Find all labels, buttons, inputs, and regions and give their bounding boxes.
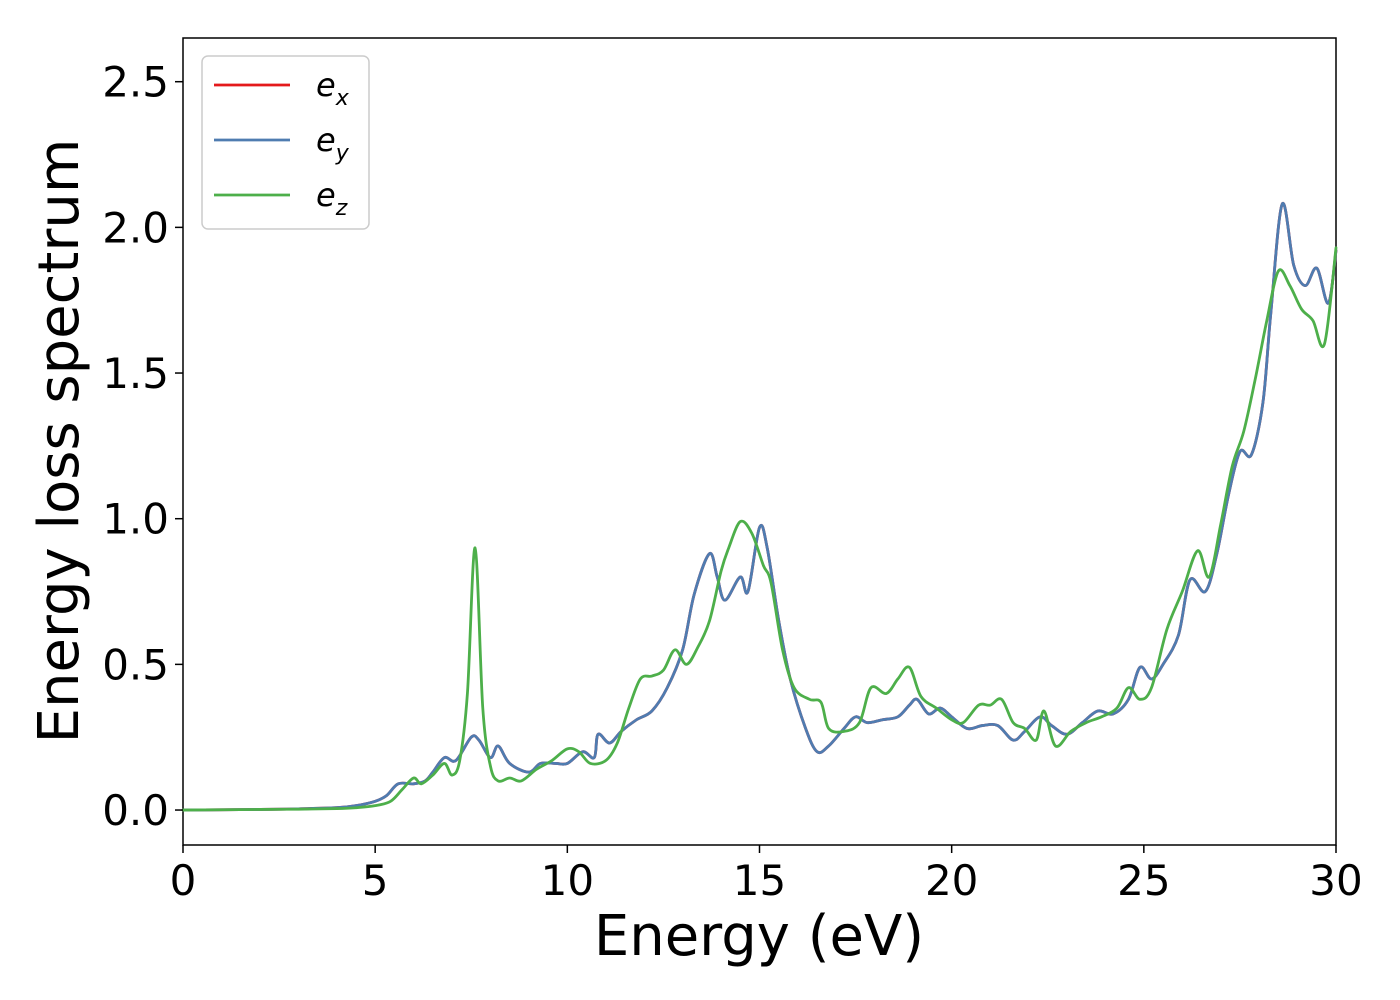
x-tick-label: 30 [1309,856,1362,905]
x-tick-label: 20 [925,856,978,905]
series-line-e-z [181,246,1338,812]
y-axis-title: Energy loss spectrum [27,139,92,744]
legend-label-subscript: y [335,141,350,166]
y-tick-label: 2.5 [102,58,169,107]
series-layer [181,202,1338,812]
y-tick-label: 0.5 [102,640,169,689]
legend-label-subscript: x [335,86,350,111]
x-tick-label: 10 [541,856,594,905]
y-tick-label: 1.0 [102,495,169,544]
legend-label-e-z: ez [316,176,348,221]
y-axis: 0.0 0.5 1.0 1.5 2.0 2.5 [102,58,183,835]
plot-area [182,37,1337,846]
y-tick-label: 2.0 [102,203,169,252]
y-tick-label: 0.0 [102,786,169,835]
x-axis: 0 5 10 15 20 25 30 [170,845,1363,905]
legend-label-base: e [316,121,336,159]
legend-label-subscript: z [335,196,348,221]
y-tick-label: 1.5 [102,349,169,398]
x-tick-label: 0 [170,856,197,905]
legend-label-e-y: ey [316,121,350,166]
x-tick-label: 5 [362,856,389,905]
legend-label-base: e [316,66,336,104]
legend-box [201,55,370,230]
legend-label-base: e [316,176,336,214]
x-tick-label: 25 [1117,856,1170,905]
series-line-e-y [181,202,1338,812]
x-axis-title: Energy (eV) [594,904,924,969]
x-tick-label: 15 [733,856,786,905]
legend-label-e-x: ex [316,66,350,111]
